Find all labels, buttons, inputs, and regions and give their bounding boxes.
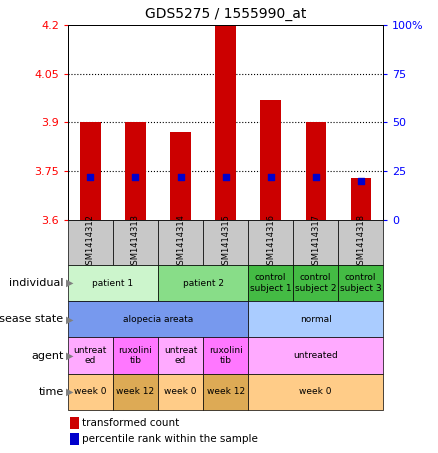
Bar	[248, 265, 293, 301]
Text: alopecia areata: alopecia areata	[123, 315, 193, 324]
Bar	[158, 337, 203, 374]
Bar	[70, 433, 79, 445]
Bar	[68, 220, 113, 265]
Bar	[203, 374, 248, 410]
Text: normal: normal	[300, 315, 332, 324]
Text: ▶: ▶	[66, 314, 73, 324]
Text: ruxolini
tib: ruxolini tib	[208, 346, 243, 365]
Bar	[68, 265, 158, 301]
Bar	[338, 220, 383, 265]
Bar	[261, 100, 281, 220]
Text: agent: agent	[31, 351, 64, 361]
Text: GSM1414313: GSM1414313	[131, 214, 140, 270]
Text: GSM1414314: GSM1414314	[176, 214, 185, 270]
Bar	[203, 220, 248, 265]
Bar	[68, 337, 113, 374]
Text: week 0: week 0	[164, 387, 197, 396]
Text: control
subject 1: control subject 1	[250, 274, 291, 293]
Text: percentile rank within the sample: percentile rank within the sample	[82, 434, 258, 444]
Bar	[338, 265, 383, 301]
Text: untreat
ed: untreat ed	[74, 346, 107, 365]
Bar	[70, 417, 79, 429]
Text: control
subject 2: control subject 2	[295, 274, 336, 293]
Bar	[293, 220, 338, 265]
Text: untreated: untreated	[293, 351, 338, 360]
Text: time: time	[38, 387, 64, 397]
Text: GSM1414318: GSM1414318	[356, 214, 365, 270]
Text: control
subject 3: control subject 3	[340, 274, 381, 293]
Text: ruxolini
tib: ruxolini tib	[119, 346, 152, 365]
Text: week 12: week 12	[206, 387, 245, 396]
Text: ▶: ▶	[66, 351, 73, 361]
Text: week 12: week 12	[117, 387, 155, 396]
Text: week 0: week 0	[300, 387, 332, 396]
Point	[132, 173, 139, 180]
Bar	[80, 122, 101, 220]
Text: week 0: week 0	[74, 387, 107, 396]
Bar	[170, 132, 191, 220]
Bar	[248, 374, 383, 410]
Bar	[215, 25, 236, 220]
Text: GSM1414315: GSM1414315	[221, 214, 230, 270]
Bar	[248, 337, 383, 374]
Text: disease state: disease state	[0, 314, 64, 324]
Text: GSM1414316: GSM1414316	[266, 214, 275, 270]
Bar	[113, 220, 158, 265]
Point	[312, 173, 319, 180]
Bar	[248, 220, 293, 265]
Text: transformed count: transformed count	[82, 418, 180, 428]
Bar	[248, 301, 383, 337]
Text: ▶: ▶	[66, 387, 73, 397]
Bar	[158, 220, 203, 265]
Text: GSM1414312: GSM1414312	[86, 214, 95, 270]
Point	[357, 177, 364, 184]
Point	[177, 173, 184, 180]
Bar	[203, 337, 248, 374]
Bar	[158, 374, 203, 410]
Text: GSM1414317: GSM1414317	[311, 214, 320, 270]
Bar	[68, 374, 113, 410]
Text: individual: individual	[9, 278, 64, 288]
Bar	[113, 337, 158, 374]
Title: GDS5275 / 1555990_at: GDS5275 / 1555990_at	[145, 7, 306, 21]
Bar	[68, 301, 248, 337]
Point	[222, 173, 229, 180]
Bar	[306, 122, 326, 220]
Point	[87, 173, 94, 180]
Text: patient 1: patient 1	[92, 279, 134, 288]
Bar	[113, 374, 158, 410]
Bar	[158, 265, 248, 301]
Bar	[125, 122, 145, 220]
Text: untreat
ed: untreat ed	[164, 346, 197, 365]
Text: ▶: ▶	[66, 278, 73, 288]
Bar	[350, 178, 371, 220]
Point	[267, 173, 274, 180]
Text: patient 2: patient 2	[183, 279, 223, 288]
Bar	[293, 265, 338, 301]
